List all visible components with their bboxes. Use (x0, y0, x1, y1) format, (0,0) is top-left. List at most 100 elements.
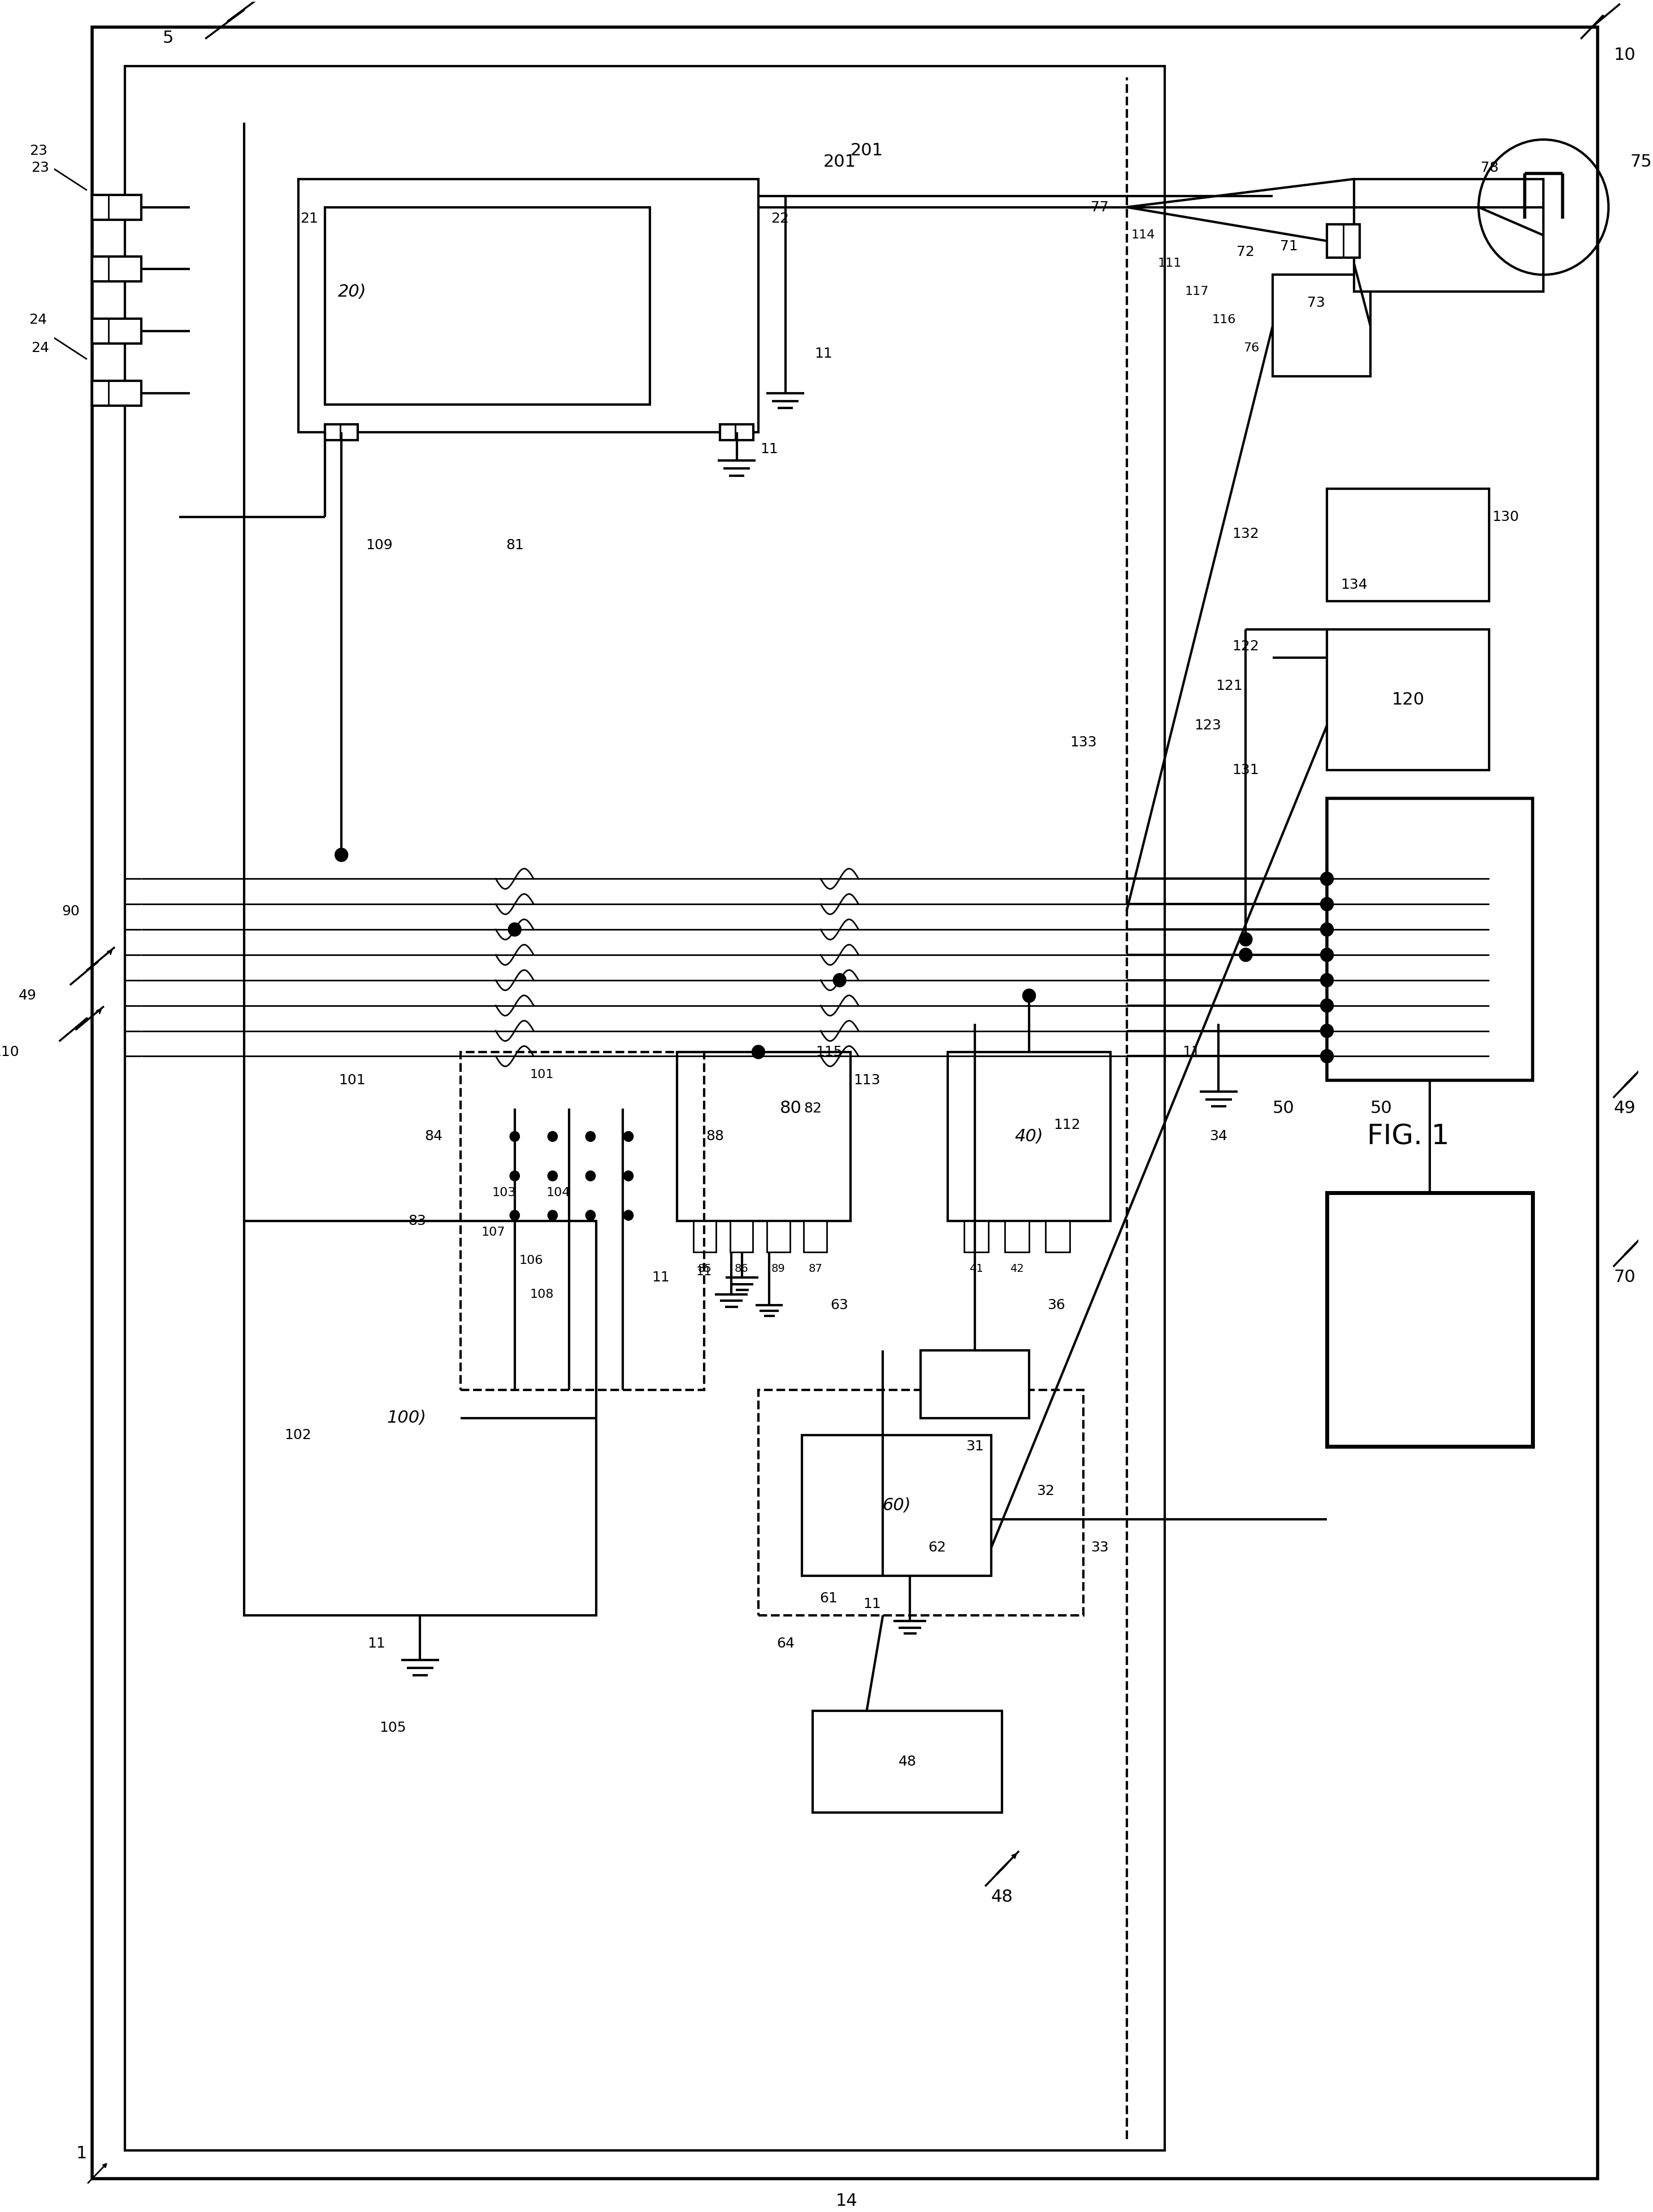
Text: 70: 70 (1613, 1270, 1636, 1285)
FancyBboxPatch shape (678, 1053, 850, 1221)
FancyBboxPatch shape (298, 179, 759, 431)
Circle shape (1321, 949, 1334, 962)
Circle shape (623, 1210, 633, 1221)
FancyBboxPatch shape (721, 425, 754, 440)
FancyBboxPatch shape (245, 1221, 597, 1615)
Text: 23: 23 (31, 161, 50, 175)
FancyBboxPatch shape (1327, 630, 1489, 770)
FancyBboxPatch shape (1327, 223, 1359, 259)
Text: 77: 77 (1091, 201, 1109, 215)
Text: 41: 41 (969, 1263, 984, 1274)
Text: 24: 24 (31, 341, 50, 354)
Circle shape (1321, 1024, 1334, 1037)
Text: 48: 48 (898, 1754, 916, 1767)
Text: 72: 72 (1236, 246, 1255, 259)
Text: 33: 33 (1091, 1542, 1109, 1555)
Text: 42: 42 (1010, 1263, 1023, 1274)
Text: 5: 5 (162, 31, 174, 46)
Text: 88: 88 (706, 1130, 724, 1144)
Text: 48: 48 (992, 1889, 1013, 1905)
Circle shape (1321, 1048, 1334, 1064)
Text: 50: 50 (1370, 1099, 1392, 1117)
Text: 201: 201 (823, 155, 856, 170)
Text: 120: 120 (1392, 692, 1425, 708)
Circle shape (1240, 949, 1253, 962)
Circle shape (1240, 933, 1253, 947)
FancyBboxPatch shape (1327, 799, 1532, 1079)
Circle shape (509, 1170, 519, 1181)
FancyBboxPatch shape (1327, 1192, 1532, 1447)
Text: 10: 10 (1613, 46, 1636, 64)
Text: 110: 110 (0, 1046, 20, 1060)
Text: 114: 114 (1131, 230, 1155, 241)
Text: 130: 130 (1493, 511, 1519, 524)
Text: 134: 134 (1341, 577, 1367, 591)
Text: 75: 75 (1630, 155, 1651, 170)
Text: 22: 22 (770, 212, 788, 226)
Text: 11: 11 (863, 1597, 881, 1610)
Text: 103: 103 (493, 1188, 516, 1199)
FancyBboxPatch shape (1005, 1221, 1030, 1252)
Text: 40): 40) (1015, 1128, 1043, 1144)
Text: 104: 104 (545, 1188, 570, 1199)
FancyBboxPatch shape (326, 208, 650, 405)
Text: 80: 80 (780, 1099, 802, 1117)
Text: 107: 107 (481, 1228, 506, 1239)
Text: 62: 62 (927, 1542, 946, 1555)
Circle shape (752, 1046, 765, 1060)
FancyBboxPatch shape (767, 1221, 790, 1252)
FancyBboxPatch shape (693, 1221, 716, 1252)
Text: 73: 73 (1308, 296, 1326, 310)
Text: 87: 87 (808, 1263, 822, 1274)
Text: 89: 89 (772, 1263, 785, 1274)
Text: 85: 85 (698, 1263, 712, 1274)
Circle shape (1321, 898, 1334, 911)
Text: 60): 60) (883, 1498, 911, 1513)
Text: 20): 20) (337, 283, 367, 301)
Circle shape (1321, 1000, 1334, 1013)
Text: 132: 132 (1231, 526, 1260, 540)
FancyBboxPatch shape (326, 425, 359, 440)
Text: 11: 11 (815, 347, 833, 361)
Text: 117: 117 (1185, 285, 1208, 296)
FancyBboxPatch shape (731, 1221, 754, 1252)
Circle shape (336, 847, 347, 863)
Text: 133: 133 (1069, 734, 1096, 750)
Text: 90: 90 (61, 905, 79, 918)
Circle shape (623, 1130, 633, 1141)
Circle shape (585, 1210, 595, 1221)
Circle shape (509, 1210, 519, 1221)
Text: 78: 78 (1481, 161, 1498, 175)
Text: 11: 11 (696, 1265, 712, 1276)
Text: 101: 101 (529, 1068, 554, 1079)
Text: 11: 11 (367, 1637, 385, 1650)
Text: 36: 36 (1048, 1298, 1065, 1312)
Text: 121: 121 (1217, 679, 1243, 692)
Circle shape (1321, 872, 1334, 885)
Circle shape (1023, 989, 1036, 1002)
Text: 61: 61 (820, 1590, 838, 1606)
Text: 113: 113 (853, 1073, 879, 1086)
FancyBboxPatch shape (964, 1221, 988, 1252)
Text: 49: 49 (1613, 1099, 1636, 1117)
Text: 111: 111 (1159, 259, 1182, 270)
Text: 201: 201 (850, 142, 883, 159)
Text: 122: 122 (1231, 639, 1260, 653)
Text: 84: 84 (425, 1130, 443, 1144)
Text: 109: 109 (365, 538, 393, 551)
Circle shape (623, 1170, 633, 1181)
FancyBboxPatch shape (1273, 274, 1370, 376)
Text: 123: 123 (1195, 719, 1222, 732)
Text: 14: 14 (835, 2192, 858, 2210)
Text: 34: 34 (1210, 1130, 1228, 1144)
Text: 49: 49 (18, 989, 36, 1002)
FancyBboxPatch shape (813, 1710, 1002, 1812)
Text: 102: 102 (284, 1429, 312, 1442)
Text: 112: 112 (1053, 1119, 1081, 1133)
FancyBboxPatch shape (947, 1053, 1111, 1221)
Text: 1: 1 (76, 2146, 88, 2161)
FancyBboxPatch shape (1045, 1221, 1069, 1252)
Text: 11: 11 (760, 442, 779, 456)
Circle shape (507, 922, 521, 936)
FancyBboxPatch shape (803, 1221, 826, 1252)
